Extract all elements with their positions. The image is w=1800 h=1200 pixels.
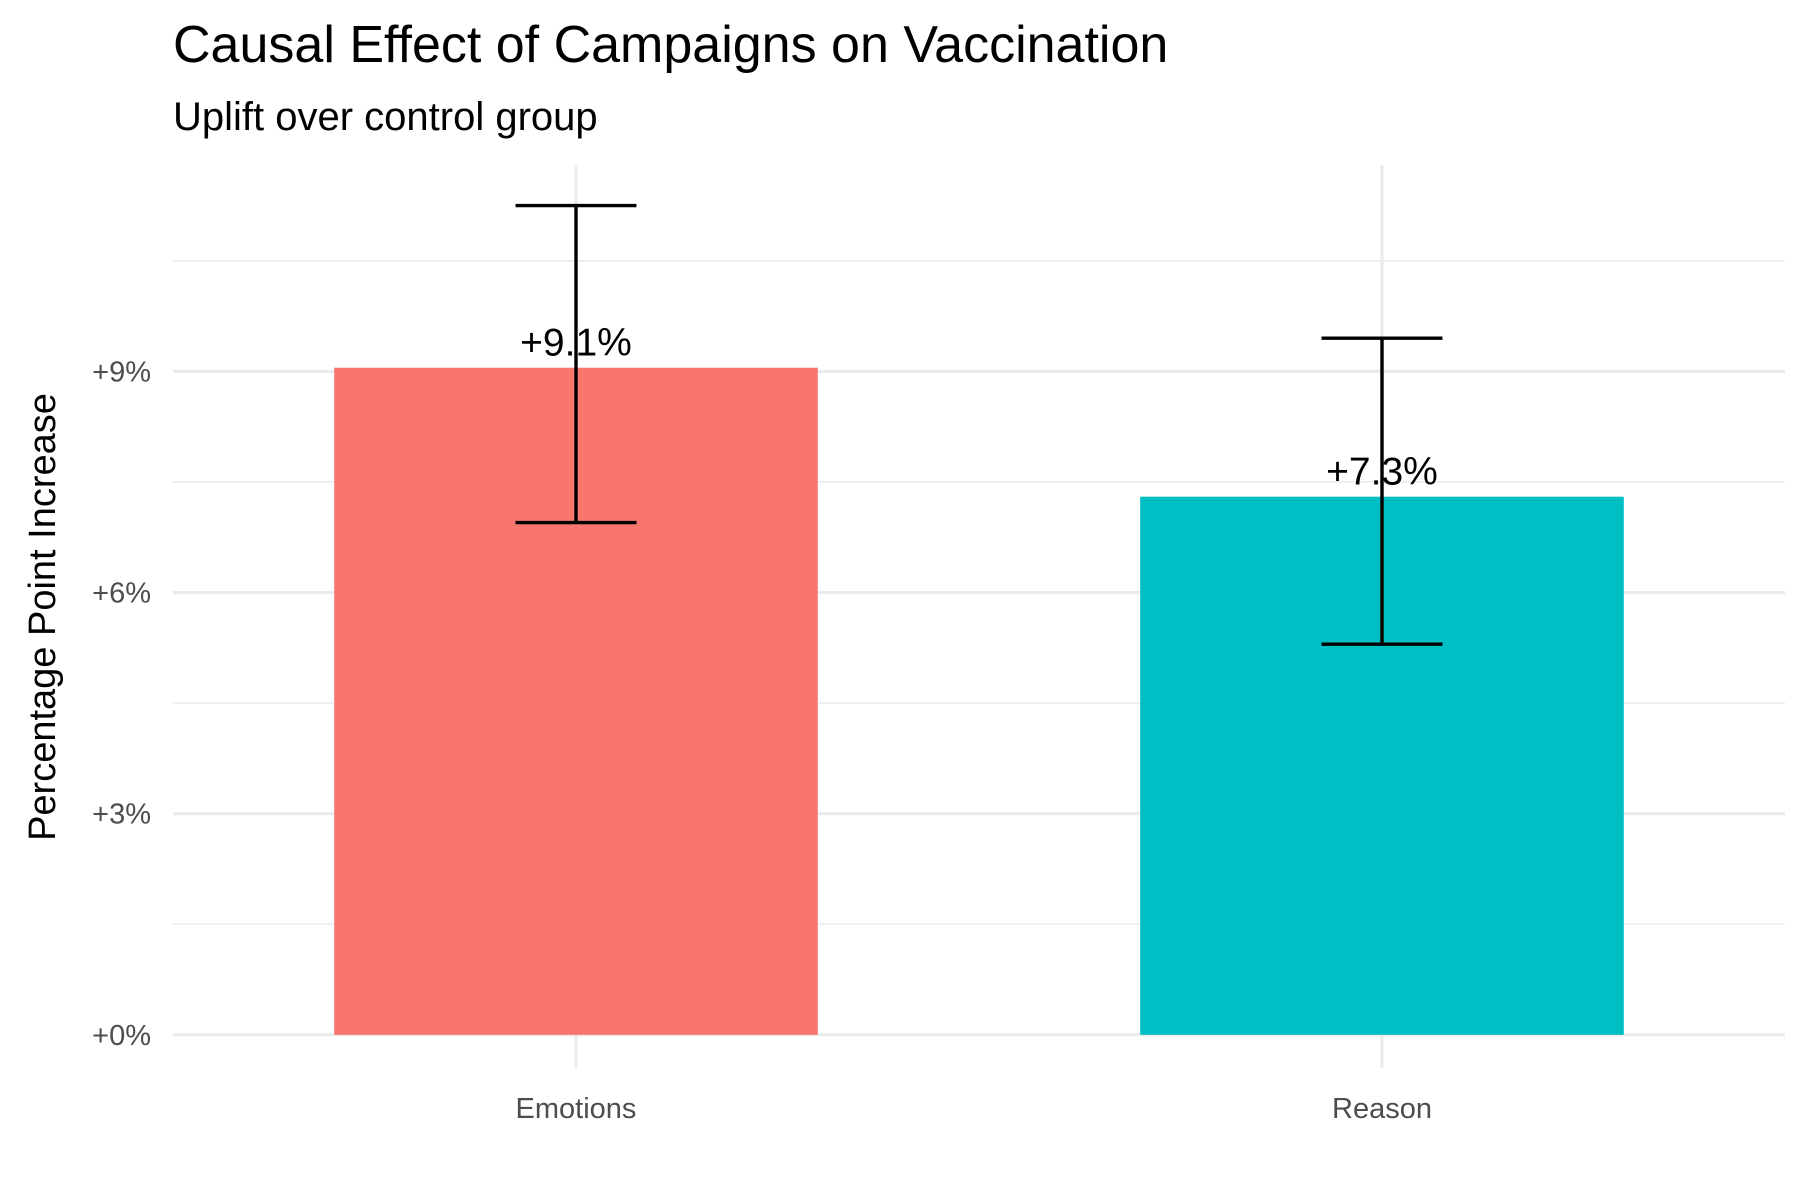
y-tick-label: +9% xyxy=(92,356,151,388)
data-label-layer: +9.1% +7.3% xyxy=(520,322,1438,494)
chart-subtitle: Uplift over control group xyxy=(173,95,598,139)
data-label: +7.3% xyxy=(1326,451,1438,494)
y-tick-label: +3% xyxy=(92,799,151,831)
y-tick-label: +6% xyxy=(92,578,151,610)
y-axis-label: Percentage Point Increase xyxy=(22,393,64,841)
x-tick-label: Reason xyxy=(1332,1093,1432,1125)
axis-layer: +0% +3% +6% +9% Emotions Reason xyxy=(92,356,1432,1125)
chart-title: Causal Effect of Campaigns on Vaccinatio… xyxy=(173,16,1168,74)
y-tick-label: +0% xyxy=(92,1020,151,1052)
error-bar-layer xyxy=(515,203,1443,646)
data-label: +9.1% xyxy=(520,322,632,365)
x-tick-label: Emotions xyxy=(516,1093,637,1125)
